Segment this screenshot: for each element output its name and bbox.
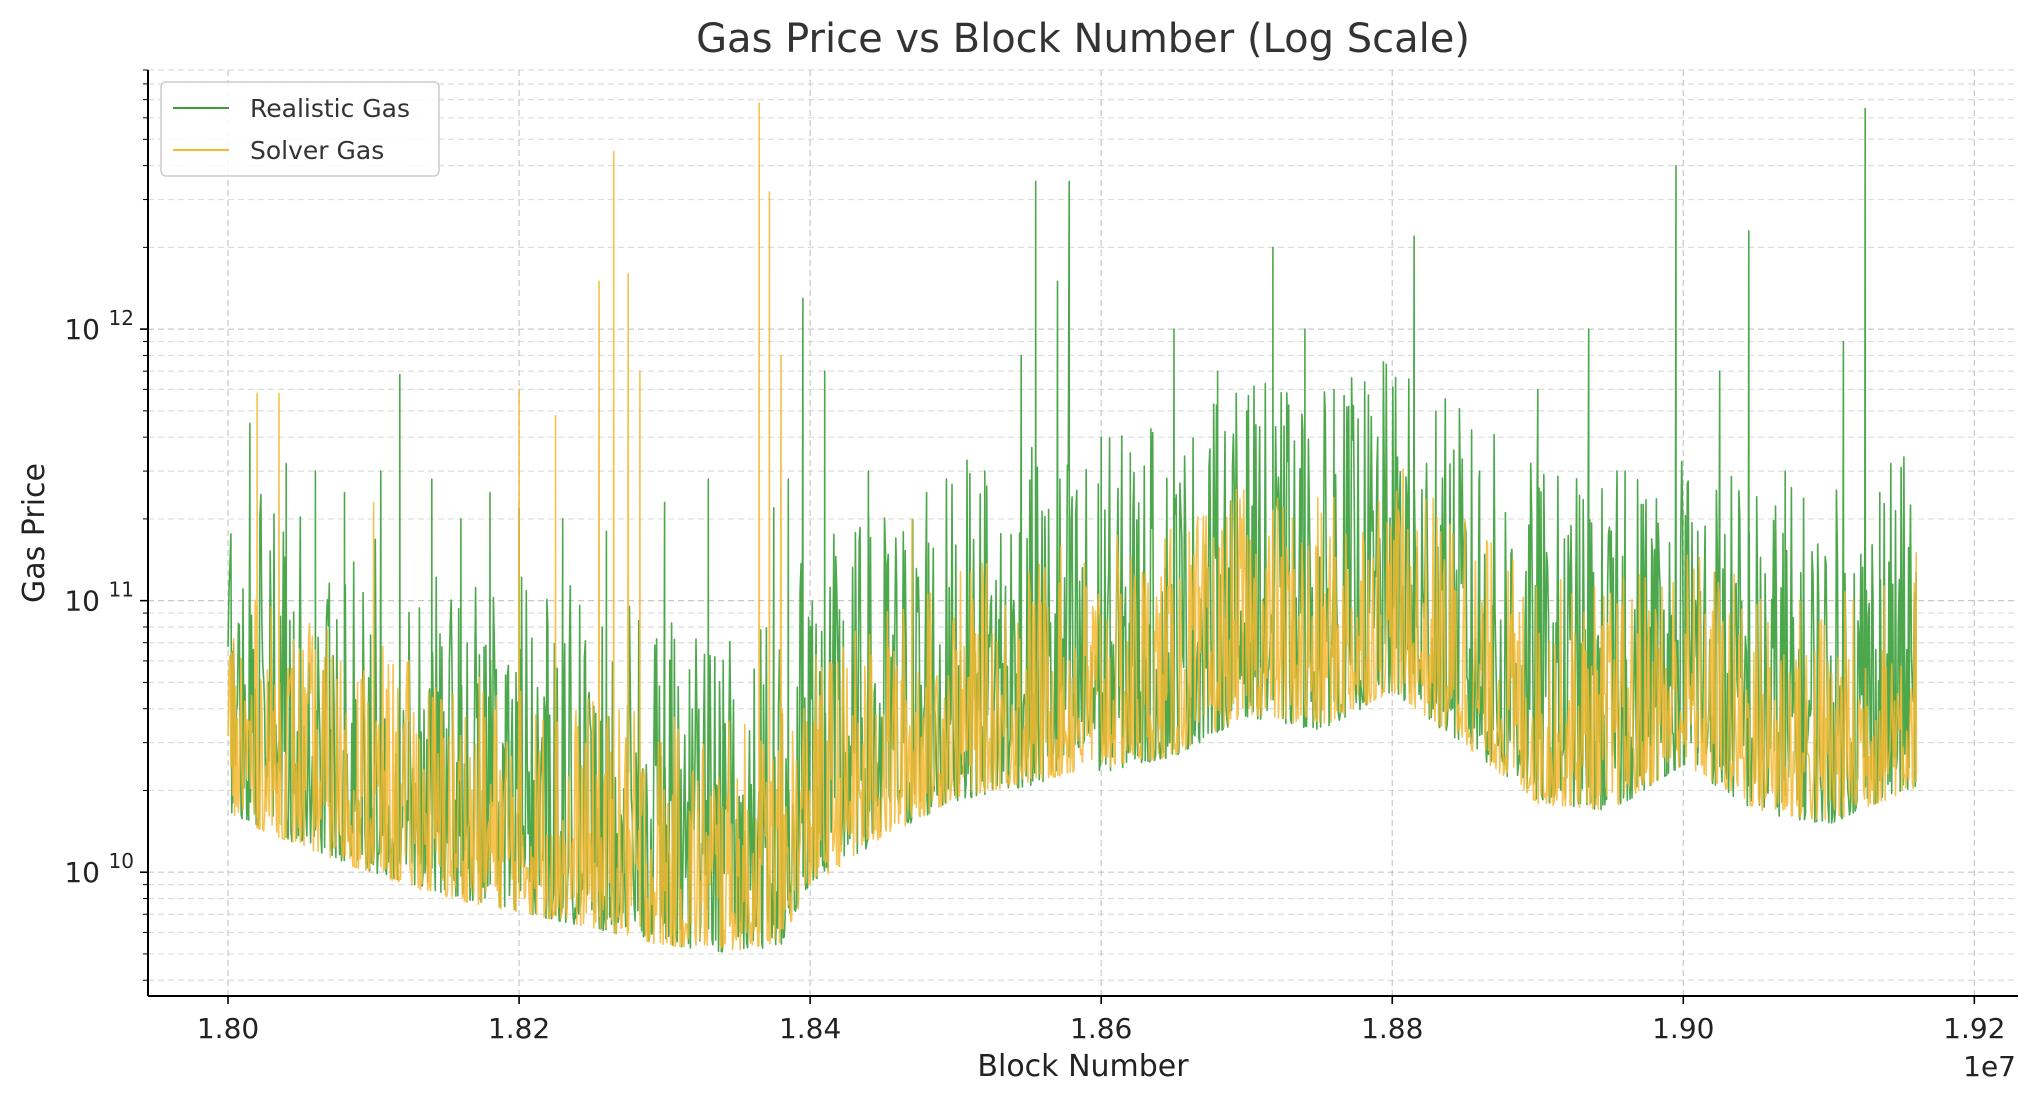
axes bbox=[147, 70, 2018, 997]
x-tick-label: 1.80 bbox=[197, 1012, 259, 1045]
x-tick-label: 1.92 bbox=[1943, 1012, 2005, 1045]
grid bbox=[148, 69, 2018, 996]
x-offset-label: 1e7 bbox=[1963, 1050, 2016, 1083]
series-line-solver-gas bbox=[227, 102, 1918, 951]
y-tick-label: 10 bbox=[64, 585, 100, 618]
y-tick-exponent: 10 bbox=[109, 849, 134, 873]
y-ticks: 10 10 10 11 10 12 bbox=[64, 69, 148, 981]
series-layer bbox=[227, 102, 1918, 953]
legend-label-realistic-gas: Realistic Gas bbox=[250, 94, 410, 123]
legend-box bbox=[160, 81, 440, 177]
series-line-realistic-gas bbox=[227, 107, 1917, 953]
y-tick-label: 10 bbox=[64, 313, 100, 346]
y-axis-label: Gas Price bbox=[17, 463, 52, 603]
x-ticks: 1.80 1.82 1.84 1.86 1.88 1.90 1.92 bbox=[197, 996, 2006, 1045]
x-tick-label: 1.84 bbox=[779, 1012, 841, 1045]
chart-title: Gas Price vs Block Number (Log Scale) bbox=[696, 16, 1470, 62]
legend-label-solver-gas: Solver Gas bbox=[250, 136, 384, 165]
y-tick-exponent: 11 bbox=[109, 578, 134, 602]
x-axis-label: Block Number bbox=[977, 1049, 1189, 1084]
y-tick-label: 10 bbox=[64, 856, 100, 889]
y-tick-exponent: 12 bbox=[109, 306, 134, 330]
x-tick-label: 1.90 bbox=[1652, 1012, 1714, 1045]
legend: Realistic Gas Solver Gas bbox=[160, 81, 440, 177]
x-tick-label: 1.82 bbox=[488, 1012, 550, 1045]
x-tick-label: 1.88 bbox=[1361, 1012, 1423, 1045]
x-tick-label: 1.86 bbox=[1070, 1012, 1132, 1045]
